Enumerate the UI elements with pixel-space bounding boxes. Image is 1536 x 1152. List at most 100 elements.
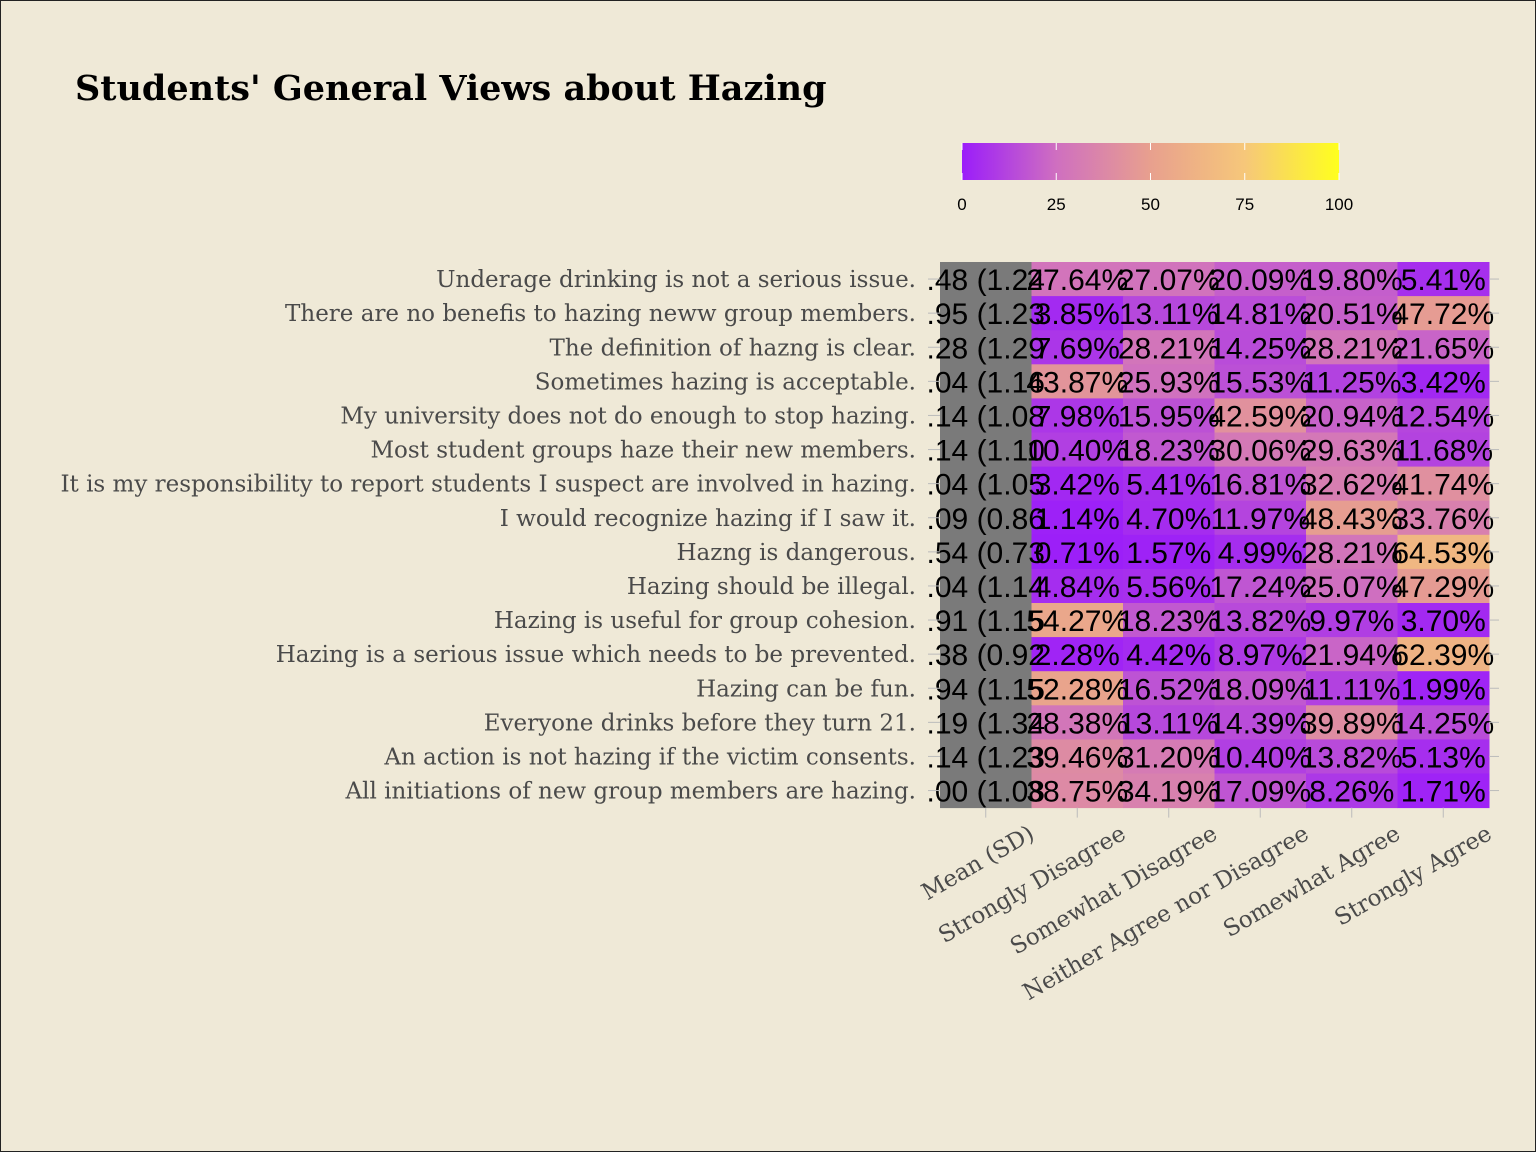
heatmap-cell xyxy=(1306,568,1398,604)
mean-cell xyxy=(940,262,1032,297)
mean-cell xyxy=(940,705,1032,740)
cell-value-label: 47.72% xyxy=(1392,298,1494,331)
row-label: It is my responsibility to report studen… xyxy=(60,472,916,498)
cell-value-label: 29.63% xyxy=(1301,435,1403,468)
cell-value-label: 10.40% xyxy=(1026,435,1128,468)
cell-value-label: 4.84% xyxy=(1035,571,1120,604)
cell-value-label: 5.41% xyxy=(1126,469,1211,502)
heatmap-cell xyxy=(1397,739,1490,774)
cell-value-label: 4.99% xyxy=(1218,537,1303,570)
cell-value-label: 5.41% xyxy=(1401,264,1486,297)
cell-value-label: 15.95% xyxy=(1118,400,1220,433)
heatmap-cell xyxy=(1123,739,1215,774)
row-labels: Underage drinking is not a serious issue… xyxy=(60,267,1499,805)
cell-value-label: 43.87% xyxy=(1026,366,1128,399)
cell-value-label: 17.09% xyxy=(1209,776,1311,809)
heatmap-cell xyxy=(1031,330,1124,365)
heatmap-cell xyxy=(1031,705,1124,740)
row-label: There are no benefis to hazing neww grou… xyxy=(285,301,916,327)
heatmap-cell xyxy=(1397,364,1490,399)
heatmap-cell xyxy=(1306,637,1398,672)
cell-value-label: 1.71% xyxy=(1401,776,1486,809)
cell-value-label: 47.29% xyxy=(1392,571,1494,604)
heatmap-cell xyxy=(1123,773,1215,809)
legend-tick-label: 25 xyxy=(1047,195,1066,214)
cell-value-label: 9.97% xyxy=(1309,605,1394,638)
cell-value-label: 5.13% xyxy=(1401,741,1486,774)
row-label: My university does not do enough to stop… xyxy=(340,403,916,429)
cell-value-label: 13.82% xyxy=(1209,605,1311,638)
cell-value-label: 28.21% xyxy=(1301,332,1403,365)
mean-sd-label: .38 (0.92 xyxy=(927,639,1045,672)
heatmap-cell xyxy=(1123,637,1215,672)
cell-value-label: 28.21% xyxy=(1118,332,1220,365)
mean-sd-label: .04 (1.16 xyxy=(927,366,1045,399)
cell-value-label: 4.42% xyxy=(1126,639,1211,672)
mean-cell xyxy=(940,739,1032,774)
heatmap-cell xyxy=(1123,603,1215,638)
row-label: Hazing should be illegal. xyxy=(627,574,916,600)
heatmap-cell xyxy=(1214,671,1307,706)
cell-value-label: 27.64% xyxy=(1026,264,1128,297)
heatmap-cell xyxy=(1397,330,1490,365)
legend-tick-label: 75 xyxy=(1235,195,1254,214)
cell-value-label: 28.38% xyxy=(1026,707,1128,740)
heatmap-cell xyxy=(1397,262,1490,297)
mean-cell xyxy=(940,671,1032,706)
heatmap-cell xyxy=(1214,330,1307,365)
cell-value-label: 39.89% xyxy=(1301,707,1403,740)
heatmap-cell xyxy=(1214,364,1307,399)
cell-value-label: 33.76% xyxy=(1392,503,1494,536)
heatmap-cell xyxy=(1306,671,1398,706)
cell-value-label: 13.82% xyxy=(1301,741,1403,774)
row-label: An action is not hazing if the victim co… xyxy=(383,744,916,770)
cell-value-label: 14.39% xyxy=(1209,707,1311,740)
heatmap-cell xyxy=(1031,466,1124,502)
cell-value-label: 31.20% xyxy=(1118,741,1220,774)
cell-value-label: 7.69% xyxy=(1035,332,1120,365)
heatmap-cell xyxy=(1214,705,1307,740)
cell-value-label: 19.80% xyxy=(1301,264,1403,297)
mean-cell xyxy=(940,466,1032,502)
heatmap-cell xyxy=(1306,262,1398,297)
heatmap-grid: .48 (1.2427.64%27.07%20.09%19.80%5.41%.9… xyxy=(927,262,1494,809)
mean-sd-label: .09 (0.86 xyxy=(927,503,1045,536)
heatmap-cell xyxy=(1031,637,1124,672)
heatmap-cell xyxy=(1123,705,1215,740)
heatmap-cell xyxy=(1123,262,1215,297)
cell-value-label: 16.52% xyxy=(1118,673,1220,706)
heatmap-cell xyxy=(1031,262,1124,297)
heatmap-cell xyxy=(1214,534,1307,570)
cell-value-label: 4.70% xyxy=(1126,503,1211,536)
heatmap-cell xyxy=(1397,671,1490,706)
cell-value-label: 3.85% xyxy=(1035,298,1120,331)
cell-value-label: 14.81% xyxy=(1209,298,1311,331)
mean-cell xyxy=(940,603,1032,638)
cell-value-label: 10.40% xyxy=(1209,741,1311,774)
mean-sd-label: .95 (1.23 xyxy=(927,298,1045,331)
mean-cell xyxy=(940,398,1032,433)
cell-value-label: 41.74% xyxy=(1392,469,1494,502)
row-label: Most student groups haze their new membe… xyxy=(370,438,916,464)
heatmap-cell xyxy=(1306,466,1398,502)
cell-value-label: 18.09% xyxy=(1209,673,1311,706)
heatmap-cell xyxy=(1031,364,1124,399)
mean-cell xyxy=(940,773,1032,809)
cell-value-label: 3.42% xyxy=(1401,366,1486,399)
heatmap-cell xyxy=(1306,739,1398,774)
mean-sd-label: .19 (1.34 xyxy=(927,707,1045,740)
heatmap-cell xyxy=(1214,432,1307,468)
cell-value-label: 28.21% xyxy=(1301,537,1403,570)
heatmap-cell xyxy=(1123,568,1215,604)
heatmap-cell xyxy=(1397,398,1490,433)
heatmap-cell xyxy=(1306,603,1398,638)
heatmap-cell xyxy=(1214,296,1307,331)
heatmap-cell xyxy=(1123,398,1215,433)
cell-value-label: 30.06% xyxy=(1209,435,1311,468)
mean-sd-label: .48 (1.24 xyxy=(927,264,1045,297)
cell-value-label: 8.97% xyxy=(1218,639,1303,672)
legend-tick-label: 100 xyxy=(1325,195,1353,214)
row-label: Hazing can be fun. xyxy=(696,676,916,702)
cell-value-label: 62.39% xyxy=(1392,639,1494,672)
